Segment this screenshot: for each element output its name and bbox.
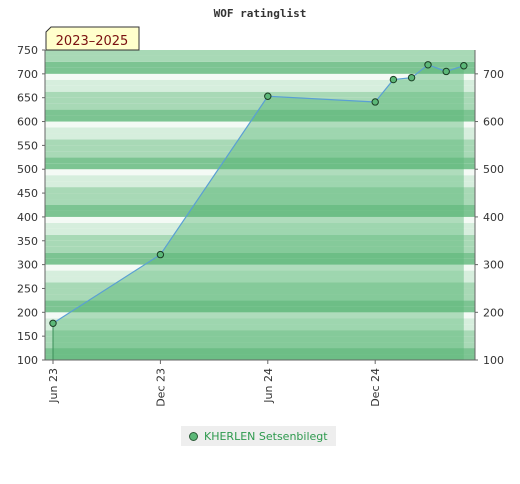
y-tick-label-left: 250 bbox=[17, 282, 38, 295]
data-point bbox=[389, 75, 398, 84]
grid-band bbox=[45, 324, 475, 331]
x-tick-label: Jun 23 bbox=[47, 368, 60, 404]
grid-band bbox=[45, 193, 475, 200]
y-tick-label-left: 150 bbox=[17, 330, 38, 343]
grid-band bbox=[45, 169, 475, 176]
grid-band bbox=[45, 73, 475, 80]
grid-band bbox=[45, 222, 475, 229]
y-tick-label-left: 650 bbox=[17, 92, 38, 105]
grid-band bbox=[45, 294, 475, 301]
grid-band bbox=[45, 228, 475, 235]
legend-label: KHERLEN Setsenbilegt bbox=[204, 429, 328, 443]
data-point bbox=[460, 62, 468, 70]
data-point bbox=[407, 73, 416, 82]
x-tick-label: Jun 24 bbox=[262, 368, 275, 404]
grid-band bbox=[45, 300, 475, 307]
grid-band bbox=[45, 205, 475, 211]
grid-band bbox=[45, 252, 475, 259]
y-tick-label-right: 400 bbox=[483, 211, 504, 224]
grid-band bbox=[45, 139, 475, 146]
y-tick-label-left: 350 bbox=[17, 235, 38, 248]
grid-band bbox=[45, 97, 475, 104]
grid-band bbox=[45, 288, 475, 295]
y-tick-label-left: 550 bbox=[17, 139, 38, 152]
grid-band bbox=[45, 282, 475, 289]
chart-title: WOF ratinglist bbox=[214, 7, 307, 20]
badge-shape bbox=[45, 26, 140, 51]
grid-band bbox=[45, 336, 475, 343]
grid-band bbox=[45, 270, 475, 277]
grid-band bbox=[45, 151, 475, 158]
grid-band bbox=[45, 216, 475, 223]
grid-band bbox=[45, 210, 475, 217]
y-tick-label-left: 750 bbox=[17, 44, 38, 57]
x-tick-label: Dec 24 bbox=[369, 368, 382, 407]
grid-band bbox=[45, 306, 475, 313]
y-tick-label-left: 600 bbox=[17, 116, 38, 129]
y-tick-label-left: 700 bbox=[17, 68, 38, 81]
grid-band bbox=[45, 127, 475, 134]
grid-band bbox=[45, 163, 475, 170]
legend: KHERLEN Setsenbilegt bbox=[181, 426, 336, 446]
grid-band bbox=[45, 91, 475, 98]
grid-band bbox=[45, 258, 475, 265]
y-tick-label-left: 500 bbox=[17, 163, 38, 176]
grid-band bbox=[45, 318, 475, 325]
background-bands bbox=[45, 50, 475, 360]
grid-band bbox=[45, 55, 475, 62]
grid-band bbox=[45, 109, 475, 116]
y-tick-label-right: 200 bbox=[483, 306, 504, 319]
y-tick-label-right: 300 bbox=[483, 259, 504, 272]
grid-band bbox=[45, 354, 475, 360]
grid-band bbox=[45, 79, 475, 86]
data-point bbox=[49, 319, 57, 327]
grid-band bbox=[45, 67, 475, 74]
period-badge: 2023–2025 bbox=[45, 26, 140, 51]
legend-marker-icon bbox=[189, 431, 198, 441]
grid-band bbox=[45, 342, 475, 349]
grid-band bbox=[45, 61, 475, 68]
data-point bbox=[156, 250, 165, 259]
grid-band bbox=[45, 348, 475, 355]
grid-band bbox=[45, 330, 475, 337]
grid-band bbox=[45, 199, 475, 205]
grid-band bbox=[45, 234, 475, 241]
grid-band bbox=[45, 240, 475, 247]
grid-band bbox=[45, 157, 475, 164]
y-tick-label-right: 700 bbox=[483, 68, 504, 81]
grid-band bbox=[45, 115, 475, 122]
grid-band bbox=[45, 145, 475, 152]
grid-band bbox=[45, 103, 475, 110]
grid-band bbox=[45, 276, 475, 283]
data-point bbox=[442, 67, 450, 76]
y-tick-label-left: 300 bbox=[17, 259, 38, 272]
badge-label: 2023–2025 bbox=[56, 34, 129, 49]
data-point bbox=[264, 92, 272, 100]
grid-band bbox=[45, 264, 475, 271]
y-tick-label-left: 400 bbox=[17, 211, 38, 224]
grid-band bbox=[45, 181, 475, 188]
grid-band bbox=[45, 85, 475, 92]
grid-band bbox=[45, 187, 475, 194]
grid-band bbox=[45, 175, 475, 182]
y-tick-label-left: 450 bbox=[17, 187, 38, 200]
axes: 100 150 200 250 300 350 400 450 500 550 600 650 700 7… bbox=[17, 44, 504, 407]
grid-band bbox=[45, 133, 475, 140]
grid-band bbox=[45, 50, 475, 56]
y-tick-label-right: 100 bbox=[483, 354, 504, 367]
grid-band bbox=[45, 312, 475, 319]
y-tick-label-left: 200 bbox=[17, 306, 38, 319]
y-tick-label-right: 600 bbox=[483, 116, 504, 129]
y-tick-label-right: 500 bbox=[483, 163, 504, 176]
data-point bbox=[424, 61, 432, 69]
grid-band bbox=[45, 121, 475, 128]
data-marks bbox=[49, 61, 468, 327]
data-point bbox=[371, 98, 379, 106]
area-fill bbox=[53, 64, 464, 361]
y-tick-label-left: 100 bbox=[17, 354, 38, 367]
x-tick-label: Dec 23 bbox=[154, 368, 167, 407]
grid-band bbox=[45, 246, 475, 253]
